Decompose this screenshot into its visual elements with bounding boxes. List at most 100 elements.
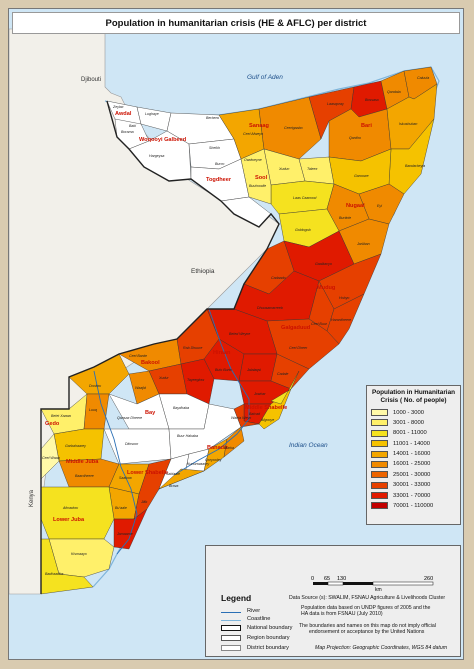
scale-tick: 0	[311, 576, 314, 582]
legend-class-label: 1000 - 3000	[393, 409, 424, 416]
district-label: Goldogob	[295, 228, 311, 232]
legend-item-label: River	[247, 608, 261, 614]
scale-bar: 0 65 130 260 km	[311, 576, 434, 592]
legend-swatch	[371, 419, 388, 427]
district-label: Xudun	[278, 167, 289, 171]
legend-class-label: 30001 - 33000	[393, 482, 431, 489]
legend-item-national: National boundary	[221, 625, 292, 631]
region-label: Gedo	[45, 421, 60, 427]
district-label: Kismaayo	[71, 552, 87, 556]
district-label: Kurtunwaarey	[187, 462, 209, 466]
district-label: Baki	[129, 124, 136, 128]
legend-class-row: 70001 - 110000	[371, 501, 456, 510]
scale-segment	[313, 582, 328, 585]
legend-class-label: 70001 - 110000	[393, 502, 434, 509]
district-label: Diinsoor	[125, 442, 139, 446]
district-banadir	[270, 370, 300, 405]
map-title-bar: Population in humanitarian crisis (HE & …	[12, 12, 460, 34]
region-label-layer: Awdal Woqooyi Galbeed Togdheer Sanaag So…	[45, 111, 372, 523]
region-label: Middle Shabelle	[245, 405, 287, 411]
scale-segment	[327, 581, 344, 586]
legend-class-label: 11001 - 14000	[393, 440, 430, 447]
district-jamaame	[113, 508, 148, 550]
district-label: Afmadow	[62, 506, 78, 510]
scale-segment	[343, 582, 373, 585]
district-label: Laas Caanood	[293, 196, 317, 200]
district-tayeeglow	[180, 358, 215, 405]
district-label: Burtinle	[339, 216, 351, 220]
district-label: Jowhar	[253, 392, 266, 396]
district-label: Ceel Buur	[311, 322, 328, 326]
region-label: Banadir	[207, 445, 229, 451]
district-label: Ceel Afweyn	[243, 132, 263, 136]
district-label: Qandala	[387, 90, 401, 94]
district-label: Afgooye	[260, 418, 274, 422]
district-label: Hargeysa	[149, 154, 164, 158]
map-frame: Gulf of Aden Indian Ocean Djibouti Ethio…	[8, 8, 464, 660]
legend-class-label: 8001 - 11000	[393, 430, 427, 437]
district-layer	[40, 66, 438, 595]
district-label: Jariiban	[356, 242, 370, 246]
ethiopia-label: Ethiopia	[191, 268, 215, 275]
region-label: Bakool	[141, 360, 160, 366]
district-label: Bu'aale	[115, 506, 127, 510]
district-label: Badhaadhe	[45, 572, 63, 576]
district-label: Bossaso	[365, 98, 379, 102]
district-label: Balcad	[249, 412, 261, 416]
legend-class-row: 8001 - 11000	[371, 429, 456, 438]
gulf-label: Gulf of Aden	[247, 74, 283, 81]
region-label: Galgaduud	[281, 325, 311, 331]
district-label: Xudur	[158, 376, 169, 380]
scale-tick: 130	[337, 576, 346, 582]
district-label: Owdweyne	[244, 158, 262, 162]
legend-class-label: 3001 - 8000	[393, 419, 424, 426]
region-label: Togdheer	[206, 177, 232, 183]
district-label: Qardho	[349, 136, 361, 140]
region-label: Bay	[145, 410, 156, 416]
district-label: Ceel Dheer	[289, 346, 308, 350]
national-boundary-symbol	[221, 625, 241, 631]
scale-tick: 65	[324, 576, 330, 582]
legend-swatch	[371, 471, 388, 479]
legend-panel	[205, 545, 461, 657]
river-shabelle	[173, 308, 250, 476]
district-label: Iskushuban	[399, 122, 417, 126]
district-label: Marka	[224, 446, 234, 450]
legend-item-label: District boundary	[247, 645, 289, 651]
district-ceerigaabo	[258, 96, 322, 160]
district-qansax-dheere	[108, 393, 170, 430]
district-label: Wanla Weyn	[231, 416, 251, 420]
legend-swatch	[371, 481, 388, 489]
region-label: Sanaag	[249, 123, 269, 129]
legend-class-row: 30001 - 33000	[371, 481, 456, 490]
district-label: Qoryooley	[205, 458, 222, 462]
national-boundary	[40, 100, 280, 594]
river-juba	[93, 370, 138, 555]
district-label: Berbera	[206, 116, 219, 120]
map-title: Population in humanitarian crisis (HE & …	[105, 17, 367, 29]
district-label: Doolow	[89, 384, 101, 388]
choropleth-legend-rows: 1000 - 3000 3001 - 8000 8001 - 11000 11001 …	[371, 408, 456, 511]
region-label: Middle Juba	[66, 459, 99, 465]
legend-item-district: District boundary	[221, 645, 289, 651]
district-label: Luuq	[89, 408, 97, 412]
legend-item-label: National boundary	[247, 625, 293, 631]
district-label: Gaalkacyo	[315, 262, 332, 266]
data-source-text: Data Source (s): SWALIM, FSNAU Agricultu…	[289, 595, 446, 601]
legend-class-label: 16001 - 25000	[393, 461, 431, 468]
district-label: Cadaado	[271, 276, 286, 280]
map-canvas: Gulf of Aden Indian Ocean Djibouti Ethio…	[9, 9, 463, 659]
ocean-label: Indian Ocean	[289, 442, 328, 449]
district-label: Jalalaqsi	[246, 368, 261, 372]
legend-item-region: Region boundary	[221, 635, 290, 641]
district-label: Ceerigaabo	[284, 126, 303, 130]
population-note-1: Population data based on UNDP figures of…	[301, 605, 431, 611]
region-label: Awdal	[115, 111, 132, 117]
projection-text: Map Projection: Geographic Coordinates, …	[315, 645, 448, 651]
district-label: Cadale	[277, 372, 288, 376]
district-label: Saakow	[119, 476, 132, 480]
district-label: Bandarbeyla	[405, 164, 425, 168]
choropleth-legend: Population in Humanitarian Crisis ( No. …	[366, 385, 461, 525]
district-label: Borama	[121, 130, 134, 134]
district-label: Taleex	[307, 167, 318, 171]
